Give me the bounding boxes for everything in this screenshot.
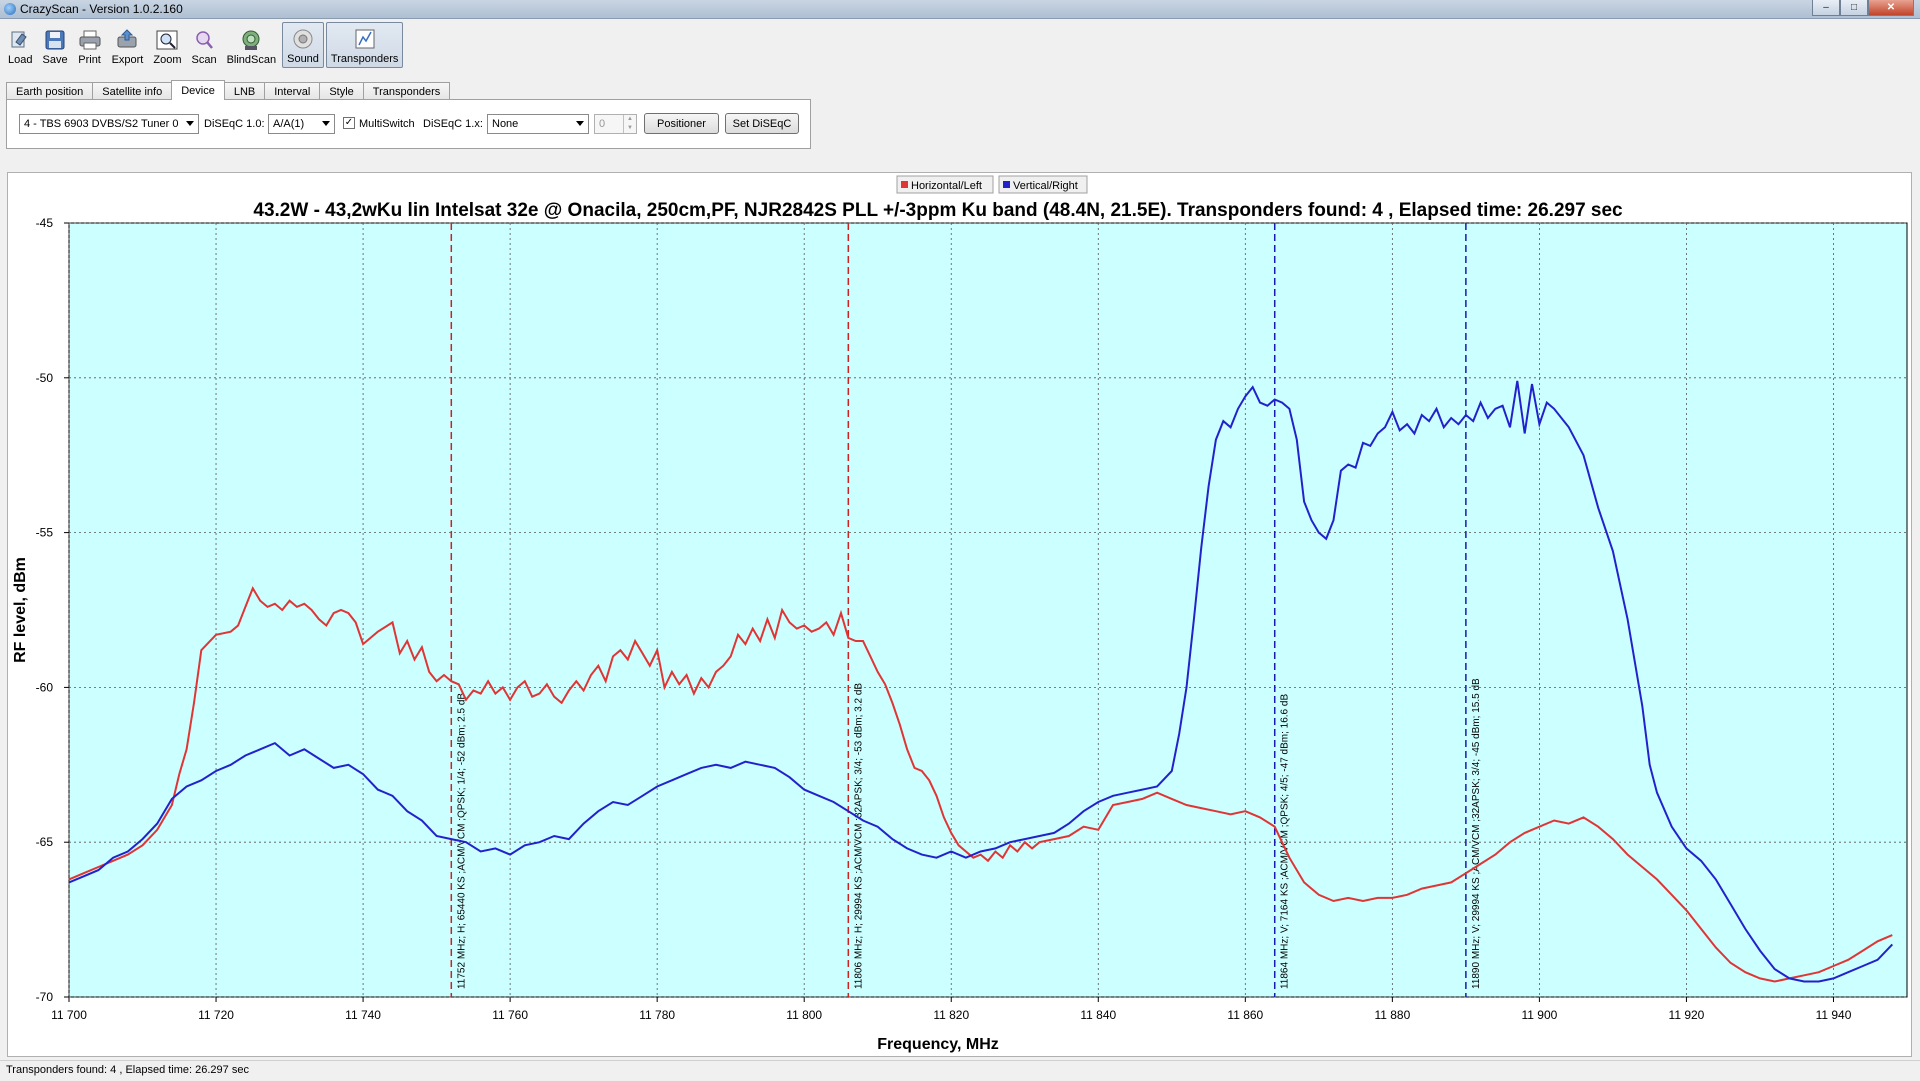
plot-area bbox=[68, 222, 1908, 998]
y-tick-label: -60 bbox=[36, 680, 54, 694]
tab-device[interactable]: Device bbox=[171, 80, 225, 100]
spinner-arrows-icon[interactable]: ▲ ▼ bbox=[623, 115, 636, 133]
main-toolbar: Load Save Print Export Zoom Scan BlindSc… bbox=[4, 22, 405, 72]
print-button[interactable]: Print bbox=[74, 22, 106, 68]
x-tick-label: 11 920 bbox=[1669, 1008, 1705, 1022]
x-tick-label: 11 900 bbox=[1521, 1008, 1557, 1022]
diseqc10-select[interactable]: A/A(1) bbox=[268, 114, 335, 134]
positioner-button[interactable]: Positioner bbox=[644, 113, 719, 134]
export-icon bbox=[117, 29, 137, 48]
status-bar: Transponders found: 4 , Elapsed time: 26… bbox=[0, 1060, 1920, 1081]
x-tick-label: 11 800 bbox=[786, 1008, 822, 1022]
x-tick-label: 11 880 bbox=[1374, 1008, 1410, 1022]
x-tick-label: 11 760 bbox=[492, 1008, 528, 1022]
series-line bbox=[68, 380, 1894, 983]
transponders-label: Transponders bbox=[330, 53, 399, 65]
x-tick-label: 11 940 bbox=[1816, 1008, 1852, 1022]
window-title: CrazyScan - Version 1.0.2.160 bbox=[20, 2, 183, 16]
diseqc1x-number-spinner[interactable]: 0 ▲ ▼ bbox=[594, 114, 637, 134]
print-label: Print bbox=[78, 54, 101, 66]
blindscan-label: BlindScan bbox=[226, 54, 277, 66]
tab-lnb[interactable]: LNB bbox=[223, 82, 266, 100]
chevron-down-icon bbox=[322, 121, 330, 126]
transponder-label: 11806 MHz; H; 29994 KS ;ACM/VCM ;32APSK;… bbox=[853, 683, 864, 989]
legend-label: Horizontal/Left bbox=[911, 180, 982, 192]
status-text: Transponders found: 4 , Elapsed time: 26… bbox=[6, 1064, 249, 1076]
maximize-button[interactable]: □ bbox=[1840, 0, 1868, 16]
export-label: Export bbox=[111, 54, 144, 66]
diseqc1x-value: None bbox=[492, 118, 519, 130]
title-bar: CrazyScan - Version 1.0.2.160 – □ ✕ bbox=[0, 0, 1920, 19]
y-axis-label: RF level, dBm bbox=[12, 557, 29, 663]
x-tick-label: 11 840 bbox=[1080, 1008, 1116, 1022]
save-icon bbox=[45, 30, 65, 50]
y-tick-label: -55 bbox=[36, 526, 54, 540]
spectrum-chart: Horizontal/Left Vertical/Right 43.2W - 43,… bbox=[7, 172, 1912, 1057]
y-tick-label: -50 bbox=[36, 371, 54, 385]
diseqc10-label: DiSEqC 1.0: bbox=[204, 118, 265, 130]
close-button[interactable]: ✕ bbox=[1868, 0, 1914, 16]
x-axis-label: Frequency, MHz bbox=[877, 1036, 999, 1053]
multiswitch-label: MultiSwitch bbox=[359, 118, 415, 130]
tuner-select[interactable]: 4 - TBS 6903 DVBS/S2 Tuner 0 bbox=[19, 114, 199, 134]
x-tick-label: 11 700 bbox=[51, 1008, 87, 1022]
multiswitch-checkbox[interactable]: ✓ bbox=[343, 117, 355, 129]
diseqc1x-number-value: 0 bbox=[599, 118, 606, 130]
chevron-down-icon bbox=[576, 121, 584, 126]
zoom-icon bbox=[156, 30, 178, 50]
scan-button[interactable]: Scan bbox=[187, 22, 220, 68]
minimize-button[interactable]: – bbox=[1812, 0, 1840, 16]
scan-icon bbox=[196, 31, 213, 49]
load-label: Load bbox=[8, 54, 33, 66]
scan-label: Scan bbox=[191, 54, 217, 66]
settings-tabs: Earth position Satellite info Device LNB… bbox=[6, 80, 451, 100]
legend-swatch bbox=[1003, 181, 1010, 188]
app-icon bbox=[4, 3, 16, 15]
print-icon bbox=[79, 30, 101, 50]
zoom-button[interactable]: Zoom bbox=[149, 22, 185, 68]
zoom-label: Zoom bbox=[153, 54, 182, 66]
legend-item bbox=[998, 175, 1088, 194]
tab-transponders[interactable]: Transponders bbox=[362, 82, 451, 100]
tuner-value: 4 - TBS 6903 DVBS/S2 Tuner 0 bbox=[24, 118, 179, 130]
x-tick-label: 11 740 bbox=[345, 1008, 381, 1022]
y-tick-label: -65 bbox=[36, 835, 54, 849]
legend-label: Vertical/Right bbox=[1013, 180, 1078, 192]
blindscan-icon bbox=[242, 30, 260, 50]
diseqc1x-label: DiSEqC 1.x: bbox=[423, 118, 483, 130]
tab-style[interactable]: Style bbox=[319, 82, 364, 100]
load-icon bbox=[11, 31, 27, 48]
y-tick-label: -70 bbox=[36, 990, 54, 1004]
legend-item bbox=[896, 175, 994, 194]
y-tick-label: -45 bbox=[36, 216, 54, 230]
x-tick-label: 11 860 bbox=[1227, 1008, 1263, 1022]
tab-interval[interactable]: Interval bbox=[264, 82, 321, 100]
blindscan-button[interactable]: BlindScan bbox=[223, 22, 281, 68]
transponder-label: 11864 MHz; V; 7164 KS ;ACM/VCM ;QPSK; 4/… bbox=[1280, 694, 1291, 989]
device-panel: 4 - TBS 6903 DVBS/S2 Tuner 0 DiSEqC 1.0:… bbox=[6, 99, 811, 149]
diseqc10-value: A/A(1) bbox=[273, 118, 305, 130]
tab-earth-position[interactable]: Earth position bbox=[6, 82, 94, 100]
sound-label: Sound bbox=[287, 53, 319, 65]
save-label: Save bbox=[42, 54, 68, 66]
sound-button[interactable]: Sound bbox=[282, 22, 324, 68]
sound-icon bbox=[293, 29, 313, 49]
transponders-icon bbox=[355, 29, 375, 49]
x-tick-label: 11 780 bbox=[639, 1008, 675, 1022]
chevron-down-icon bbox=[186, 121, 194, 126]
window-controls: – □ ✕ bbox=[1812, 0, 1914, 16]
load-button[interactable]: Load bbox=[4, 22, 36, 68]
export-button[interactable]: Export bbox=[108, 22, 148, 68]
series-line bbox=[68, 586, 1893, 983]
transponder-label: 11890 MHz; V; 29994 KS ;ACM/VCM ;32APSK;… bbox=[1471, 678, 1482, 989]
legend-swatch bbox=[901, 181, 908, 188]
set-diseqc-button[interactable]: Set DiSEqC bbox=[725, 113, 799, 134]
save-button[interactable]: Save bbox=[38, 22, 71, 68]
x-tick-label: 11 820 bbox=[933, 1008, 969, 1022]
tab-satellite-info[interactable]: Satellite info bbox=[92, 82, 173, 100]
x-tick-label: 11 720 bbox=[198, 1008, 234, 1022]
diseqc1x-select[interactable]: None bbox=[487, 114, 589, 134]
chart-title: 43.2W - 43,2wKu lin Intelsat 32e @ Onaci… bbox=[253, 200, 1623, 221]
transponders-button[interactable]: Transponders bbox=[325, 22, 404, 68]
